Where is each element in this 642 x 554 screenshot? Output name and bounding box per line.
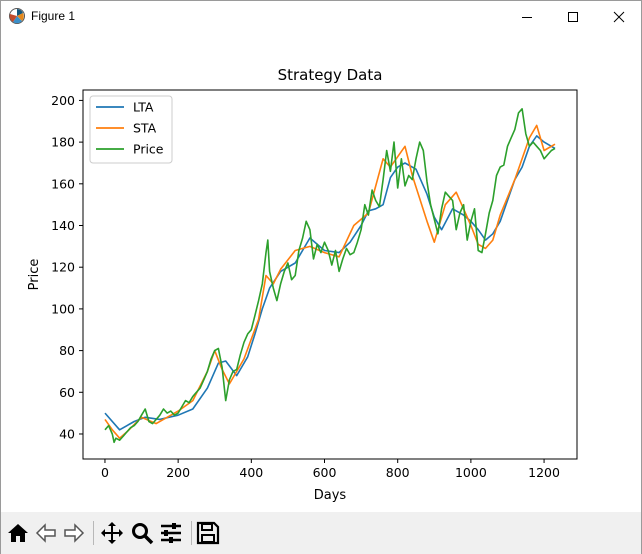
chart-title: Strategy Data: [278, 66, 383, 84]
pan-icon: [101, 522, 123, 544]
home-button[interactable]: [5, 520, 31, 546]
save-icon: [196, 521, 220, 545]
legend-box: [89, 95, 173, 164]
legend-label-price: Price: [133, 142, 164, 157]
close-button[interactable]: [596, 1, 642, 32]
minimize-button[interactable]: [504, 1, 550, 32]
series-line-lta: [104, 135, 556, 431]
title-bar[interactable]: Figure 1: [1, 1, 641, 32]
line-chart: 0 200 400 600 800 1000 1200 40 60 80 100 120 140 160 1…: [27, 66, 578, 503]
y-tick-label: 100: [51, 301, 75, 316]
x-tick-label: 800: [386, 465, 410, 480]
x-tick-label: 200: [166, 465, 190, 480]
y-tick-label: 40: [59, 426, 75, 441]
zoom-button[interactable]: [129, 520, 155, 546]
x-tick-label: 0: [101, 465, 109, 480]
home-icon: [8, 524, 28, 542]
forward-button[interactable]: [61, 520, 87, 546]
x-tick-label: 1000: [455, 465, 487, 480]
matplotlib-logo-icon: [9, 8, 25, 24]
x-tick-label: 1200: [528, 465, 560, 480]
configure-subplots-button[interactable]: [158, 520, 184, 546]
toolbar-separator: [93, 521, 94, 545]
maximize-button[interactable]: [550, 1, 596, 32]
y-tick-label: 60: [59, 385, 75, 400]
toolbar-separator: [191, 521, 192, 545]
close-icon: [613, 11, 625, 22]
x-tick-label: 600: [313, 465, 337, 480]
back-icon: [35, 523, 56, 543]
y-tick-label: 120: [51, 260, 75, 275]
y-tick-label: 80: [59, 343, 75, 358]
y-axis-label: Price: [27, 259, 42, 291]
back-button[interactable]: [33, 520, 59, 546]
y-tick-label: 160: [51, 176, 75, 191]
subplots-icon: [161, 523, 181, 543]
navigation-toolbar: [1, 512, 641, 554]
zoom-icon: [132, 523, 154, 545]
legend-label-sta: STA: [133, 121, 157, 136]
figure-canvas[interactable]: 0 200 400 600 800 1000 1200 40 60 80 100 120 140 160 1…: [1, 32, 641, 512]
save-button[interactable]: [195, 520, 221, 546]
y-tick-label: 140: [51, 218, 75, 233]
window-title: Figure 1: [31, 9, 76, 23]
series-line-sta: [104, 124, 556, 440]
y-tick-label: 180: [51, 135, 75, 150]
y-tick-label: 200: [51, 93, 75, 108]
pan-button[interactable]: [99, 520, 125, 546]
x-axis-label: Days: [314, 488, 347, 503]
x-tick-label: 400: [239, 465, 263, 480]
series-line-price: [104, 108, 556, 444]
legend-label-lta: LTA: [133, 100, 154, 115]
minimize-icon: [522, 16, 532, 18]
maximize-icon: [568, 11, 578, 22]
forward-icon: [64, 523, 85, 543]
axes-frame: [82, 89, 578, 460]
